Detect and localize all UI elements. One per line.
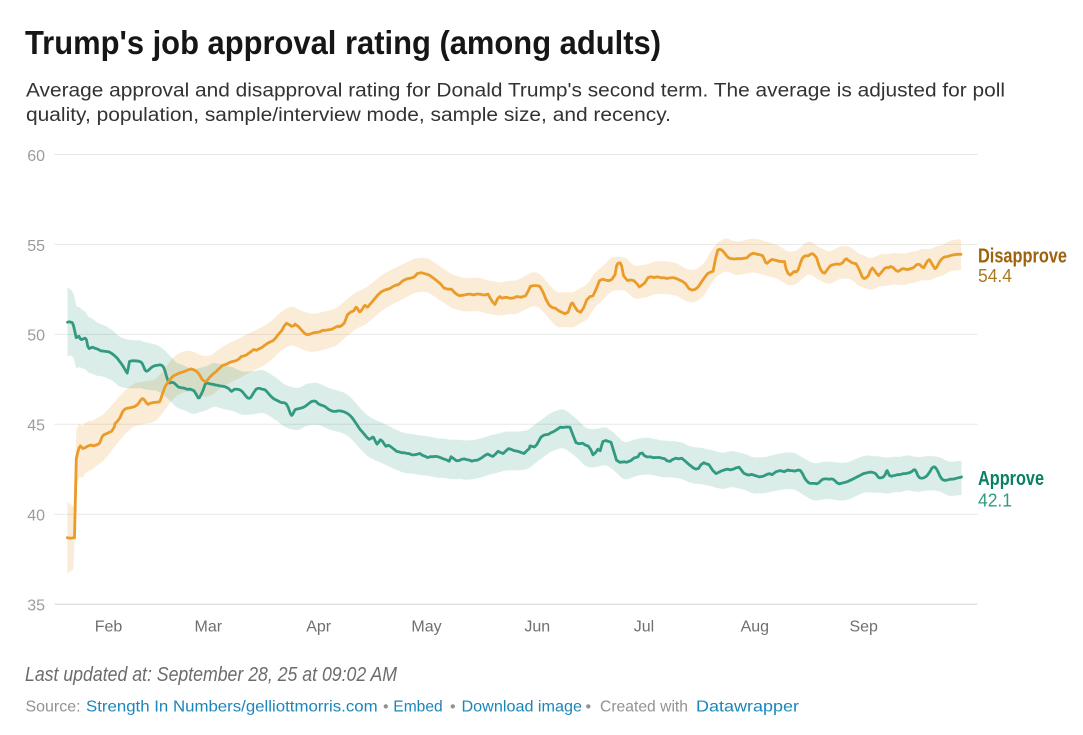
svg-text:60: 60: [27, 148, 45, 165]
svg-text:May: May: [411, 619, 441, 636]
svg-text:35: 35: [27, 598, 45, 615]
svg-text:Sep: Sep: [849, 619, 878, 636]
svg-text:54.4: 54.4: [978, 266, 1012, 286]
svg-text:45: 45: [27, 418, 45, 435]
svg-text:•: •: [450, 699, 456, 716]
svg-text:Mar: Mar: [195, 619, 223, 636]
svg-text:Created with: Created with: [600, 699, 688, 716]
svg-text:40: 40: [27, 508, 45, 525]
svg-text:55: 55: [27, 238, 45, 255]
svg-text:Feb: Feb: [95, 619, 123, 636]
svg-text:42.1: 42.1: [978, 491, 1012, 511]
svg-text:•: •: [586, 699, 592, 716]
svg-text:Datawrapper: Datawrapper: [696, 699, 800, 716]
svg-text:Disapprove: Disapprove: [978, 245, 1067, 267]
svg-text:Embed: Embed: [393, 699, 442, 716]
svg-text:Trump's job approval rating (a: Trump's job approval rating (among adult…: [25, 24, 661, 61]
svg-text:Source:: Source:: [26, 699, 81, 716]
svg-text:quality, population, sample/in: quality, population, sample/interview mo…: [26, 105, 671, 126]
svg-text:Jun: Jun: [524, 619, 550, 636]
svg-text:50: 50: [27, 328, 45, 345]
svg-text:Approve: Approve: [978, 468, 1044, 490]
svg-text:Last updated at: September 28,: Last updated at: September 28, 25 at 09:…: [25, 664, 397, 686]
svg-text:Apr: Apr: [306, 619, 332, 636]
svg-text:Strength In Numbers/gelliottmo: Strength In Numbers/gelliottmorris.com: [86, 699, 378, 716]
svg-text:Aug: Aug: [741, 619, 769, 636]
svg-text:Jul: Jul: [634, 619, 654, 636]
svg-text:Download image: Download image: [462, 699, 583, 716]
svg-text:Average approval and disapprov: Average approval and disapproval rating …: [26, 81, 1005, 102]
svg-text:•: •: [383, 699, 389, 716]
